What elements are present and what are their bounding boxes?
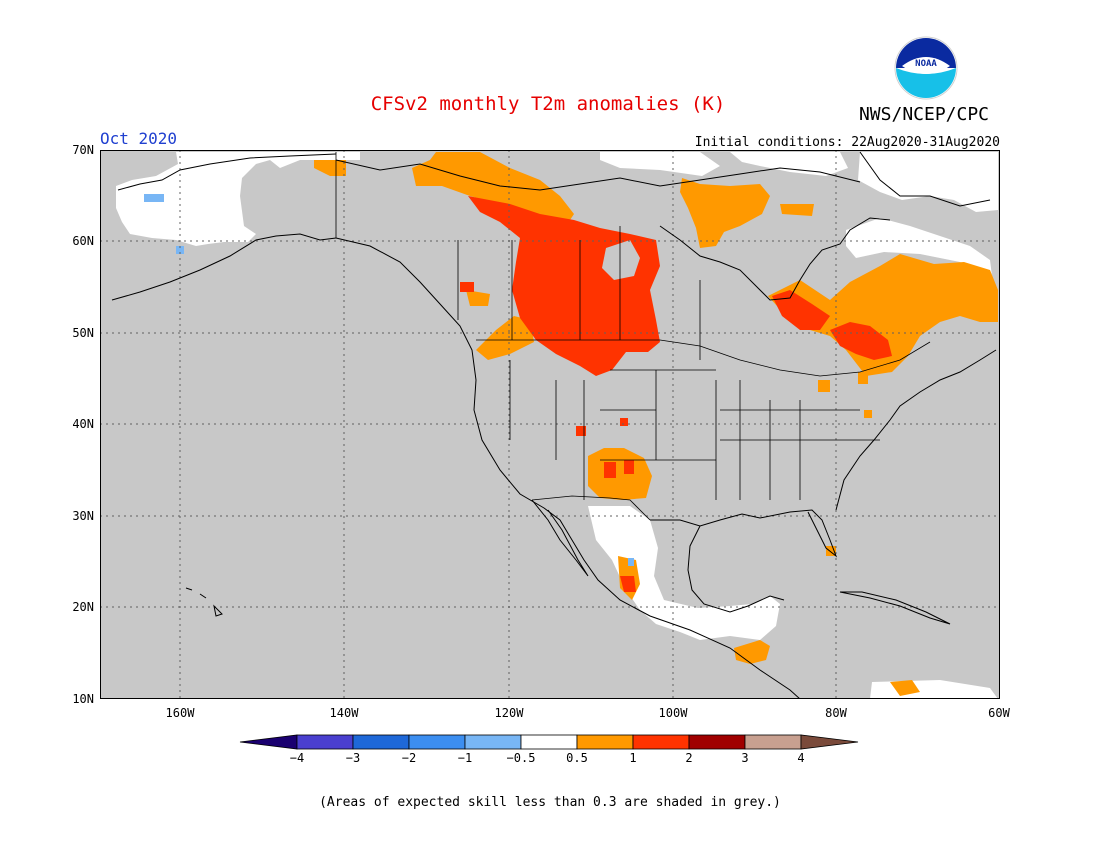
- gulf-mexico-coastline: [687, 525, 785, 613]
- footnote: (Areas of expected skill less than 0.3 a…: [319, 795, 781, 810]
- month-label: Oct 2020: [100, 129, 177, 148]
- lat-tick-label: 60N: [72, 234, 94, 248]
- legend-swatch: [520, 734, 578, 750]
- legend-swatch: [632, 734, 690, 750]
- graticule: [100, 150, 1000, 699]
- greenland-coastline: [859, 151, 991, 207]
- quebec-core-warm-1-2: [830, 322, 892, 360]
- hudson-bay-coastline: [659, 217, 891, 301]
- lat-tick-label: 20N: [72, 600, 94, 614]
- coastlines: [111, 151, 997, 699]
- lat-tick-label: 40N: [72, 417, 94, 431]
- legend-tick-label: −0.5: [507, 751, 536, 765]
- legend-tick-label: 4: [797, 751, 804, 765]
- legend-tick-label: 1: [629, 751, 636, 765]
- gulf-coastline: [650, 509, 838, 558]
- figure-title: CFSv2 monthly T2m anomalies (K): [371, 93, 726, 115]
- noaa-logo-text: NOAA: [915, 59, 937, 69]
- lat-tick-label: 30N: [72, 509, 94, 523]
- southwest-core-warm-1-2: [576, 418, 634, 478]
- lat-tick-label: 10N: [72, 692, 94, 706]
- us-canada-border: [476, 339, 931, 377]
- legend-swatch: [296, 734, 354, 750]
- lat-tick-label: 50N: [72, 326, 94, 340]
- us-state-lines: [509, 360, 880, 500]
- alaska-north-coastline: [117, 153, 337, 191]
- bc-coast-warm: [476, 316, 534, 360]
- legend-tick-label: −3: [346, 751, 360, 765]
- lon-tick-label: 140W: [330, 706, 360, 720]
- prairies-hole: [602, 240, 640, 280]
- longitude-tick-labels: 160W 140W 120W 100W 80W 60W: [166, 706, 1011, 720]
- beaufort-warm: [314, 160, 346, 176]
- canada-province-lines: [457, 226, 701, 360]
- labrador-neutral: [846, 218, 992, 276]
- legend-tick-label: 3: [741, 751, 748, 765]
- lat-tick-label: 70N: [72, 143, 94, 157]
- legend-tick-label: 0.5: [566, 751, 588, 765]
- alaska-cool-speck-2: [176, 246, 184, 254]
- mexico-coast-warm-1-2: [620, 576, 636, 592]
- hawaii-coastline: [185, 587, 223, 617]
- agency-label: NWS/NCEP/CPC: [859, 104, 989, 125]
- legend-tick-label: −4: [290, 751, 304, 765]
- southwest-us-warm: [588, 448, 652, 500]
- northwest-territories-warm: [412, 152, 574, 226]
- legend-swatch: [464, 734, 522, 750]
- baffin-south-warm: [780, 204, 814, 216]
- great-lakes-warm: [818, 372, 872, 418]
- initial-conditions: Initial conditions: 22Aug2020-31Aug2020: [695, 135, 1000, 150]
- lon-tick-label: 100W: [659, 706, 689, 720]
- alaska-coastline: [111, 233, 337, 301]
- arctic-coast-neutral: [276, 152, 360, 160]
- legend-swatch: [744, 734, 802, 750]
- legend-tick-label: −2: [402, 751, 416, 765]
- legend-swatch: [576, 734, 634, 750]
- greenland-neutral: [858, 152, 998, 212]
- latitude-tick-labels: 70N 60N 50N 40N 30N 20N 10N: [72, 143, 94, 706]
- quebec-labrador-warm: [768, 254, 998, 376]
- caribbean-warm: [890, 680, 920, 696]
- arctic-islands-neutral: [600, 152, 720, 176]
- baja-california: [531, 499, 589, 577]
- pacific-coastline: [335, 237, 801, 699]
- lon-tick-label: 160W: [166, 706, 196, 720]
- lon-tick-label: 60W: [988, 706, 1010, 720]
- alberta-south-warm: [466, 290, 490, 306]
- legend-swatch: [408, 734, 466, 750]
- anomaly-0.5-to-1-regions: [314, 152, 998, 696]
- mexico-cool-speck: [628, 558, 634, 566]
- arctic-canada-coastline: [335, 159, 861, 191]
- color-legend: −4 −3 −2 −1 −0.5 0.5 1 2 3 4: [239, 734, 859, 765]
- legend-tick-label: 2: [685, 751, 692, 765]
- bc-warm-1-2: [460, 282, 474, 292]
- political-borders: [335, 152, 931, 521]
- lon-tick-label: 80W: [825, 706, 847, 720]
- anomaly-negative-regions: [144, 194, 634, 566]
- noaa-logo: NOAA: [894, 36, 958, 100]
- legend-swatch: [352, 734, 410, 750]
- legend-arrow-low: [239, 734, 298, 750]
- lon-tick-label: 120W: [495, 706, 525, 720]
- legend-swatch: [688, 734, 746, 750]
- baffin-neutral: [730, 152, 848, 176]
- hudson-bay-west-warm: [680, 178, 770, 248]
- cuba-coastline: [839, 591, 951, 625]
- us-mexico-border: [531, 495, 651, 521]
- legend-arrow-high: [800, 734, 859, 750]
- alaska-cool-speck: [144, 194, 164, 202]
- legend-tick-label: −1: [458, 751, 472, 765]
- map-panel: [100, 150, 1000, 699]
- atlantic-coastline: [835, 349, 997, 511]
- ontario-warm-1-2: [772, 290, 830, 330]
